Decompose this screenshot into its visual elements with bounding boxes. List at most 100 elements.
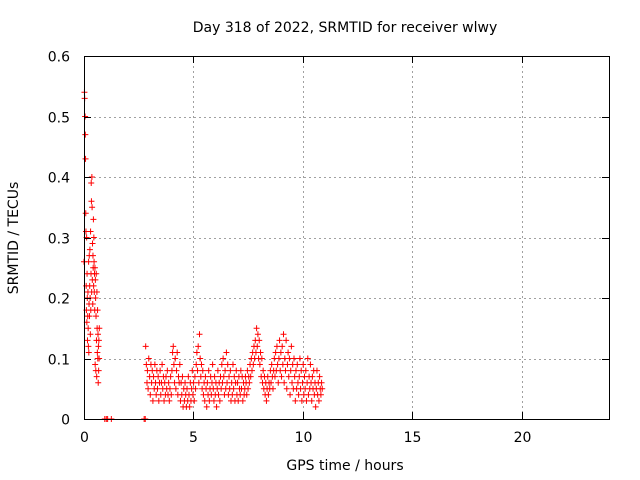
- data-point: [157, 367, 164, 374]
- data-point: [96, 355, 103, 362]
- data-point: [292, 367, 299, 374]
- data-point: [287, 367, 294, 374]
- data-point: [154, 385, 161, 392]
- data-point: [300, 361, 307, 368]
- data-point: [89, 204, 96, 211]
- data-point: [203, 403, 210, 410]
- data-point: [189, 367, 196, 374]
- data-point: [258, 355, 265, 362]
- data-point: [213, 403, 220, 410]
- x-tick-label: 15: [404, 430, 422, 446]
- data-point: [308, 397, 315, 404]
- data-point: [89, 240, 96, 247]
- data-point: [147, 391, 154, 398]
- data-point: [205, 367, 212, 374]
- data-point: [90, 282, 97, 289]
- data-point: [202, 373, 209, 380]
- data-point: [85, 343, 92, 350]
- x-tick-label: 5: [189, 430, 198, 446]
- data-point: [222, 367, 229, 374]
- data-point: [94, 349, 101, 356]
- data-point: [149, 397, 156, 404]
- data-point: [85, 349, 92, 356]
- data-point: [167, 373, 174, 380]
- data-point: [197, 355, 204, 362]
- data-point: [92, 295, 99, 301]
- data-point: [91, 264, 98, 271]
- data-point: [93, 270, 100, 277]
- data-point: [303, 397, 310, 404]
- data-point: [263, 397, 270, 404]
- data-point: [215, 391, 222, 398]
- data-point: [247, 373, 254, 380]
- x-tick-label: 20: [514, 430, 532, 446]
- data-point: [196, 331, 203, 338]
- data-point: [309, 373, 316, 380]
- data-point: [268, 379, 275, 386]
- data-point: [95, 337, 102, 344]
- data-point: [316, 373, 323, 380]
- y-tick-label: 0.5: [48, 111, 70, 127]
- data-point: [276, 337, 283, 344]
- data-point: [93, 288, 100, 295]
- data-point: [182, 379, 189, 386]
- data-point: [318, 379, 325, 386]
- data-point: [229, 361, 236, 368]
- data-point: [257, 349, 264, 356]
- data-point: [86, 313, 93, 320]
- data-point: [271, 373, 278, 380]
- data-point: [190, 379, 197, 386]
- data-point: [275, 355, 282, 362]
- data-point: [216, 397, 223, 404]
- data-point: [88, 180, 95, 187]
- data-point: [85, 258, 92, 265]
- data-point: [256, 361, 263, 368]
- data-point: [198, 361, 205, 368]
- data-point: [93, 313, 100, 320]
- data-point: [174, 349, 181, 356]
- data-point: [199, 367, 206, 374]
- data-point: [224, 361, 231, 368]
- data-point: [270, 385, 276, 392]
- data-point: [92, 361, 99, 368]
- data-point: [230, 385, 237, 392]
- data-point: [85, 325, 92, 332]
- data-point: [195, 379, 202, 386]
- data-point: [254, 331, 261, 338]
- data-point: [307, 361, 314, 368]
- data-point: [234, 379, 241, 386]
- data-point: [277, 349, 284, 356]
- data-point: [265, 391, 272, 398]
- y-tick-label: 0.4: [48, 171, 70, 187]
- data-point: [243, 391, 250, 398]
- data-point: [89, 301, 96, 308]
- data-point: [283, 337, 290, 344]
- data-point: [285, 373, 292, 380]
- y-tick-label: 0: [61, 413, 70, 429]
- data-point: [287, 391, 294, 398]
- y-axis-label: SRMTID / TECUs: [6, 182, 22, 295]
- data-point: [315, 397, 322, 404]
- y-tick-label: 0.2: [48, 292, 70, 308]
- data-point: [93, 373, 100, 380]
- data-point: [280, 331, 287, 338]
- data-point: [170, 361, 177, 368]
- data-point: [172, 355, 179, 362]
- data-point: [170, 343, 177, 350]
- data-point: [189, 391, 196, 398]
- data-point: [227, 367, 234, 374]
- data-point: [274, 361, 281, 368]
- data-point: [288, 343, 295, 350]
- data-point: [304, 355, 311, 362]
- y-tick-label: 0.3: [48, 232, 70, 248]
- data-point: [155, 397, 162, 404]
- data-point: [210, 397, 217, 404]
- data-point: [319, 385, 326, 392]
- data-point: [82, 210, 89, 217]
- data-point: [161, 397, 168, 404]
- data-point: [192, 385, 199, 392]
- data-point: [82, 155, 89, 162]
- data-point: [82, 131, 89, 138]
- data-point: [294, 361, 301, 368]
